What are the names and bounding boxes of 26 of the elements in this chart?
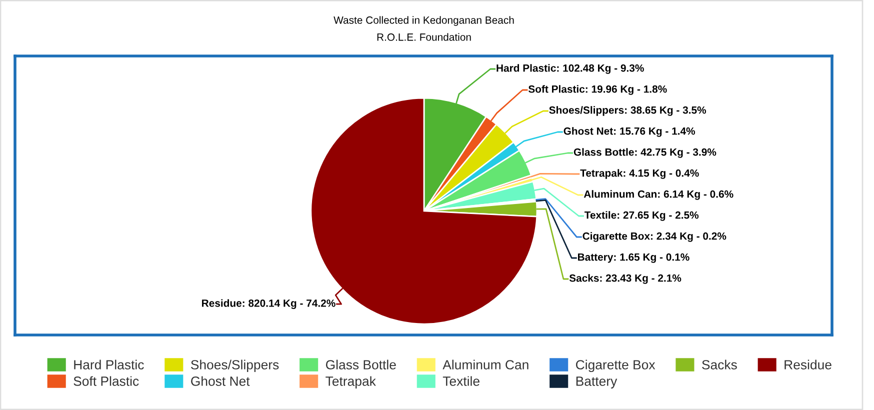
data-label: Sacks: 23.43 Kg - 2.1%: [569, 274, 682, 284]
data-label: Hard Plastic: 102.48 Kg - 9.3%: [496, 64, 644, 74]
data-label: Residue: 820.14 Kg - 74.2%: [202, 299, 336, 309]
legend-label: Ghost Net: [191, 376, 250, 386]
chart-subtitle: R.O.L.E. Foundation: [377, 33, 471, 41]
legend-label: Glass Bottle: [326, 360, 396, 370]
data-label: Tetrapak: 4.15 Kg - 0.4%: [580, 169, 699, 179]
legend-label: Aluminum Can: [442, 360, 528, 370]
data-label: Textile: 27.65 Kg - 2.5%: [584, 211, 699, 221]
legend-label: Soft Plastic: [74, 376, 139, 386]
data-label: Ghost Net: 15.76 Kg - 1.4%: [564, 127, 696, 137]
chart-title: Waste Collected in Kedonganan Beach: [334, 16, 514, 26]
data-label: Battery: 1.65 Kg - 0.1%: [578, 253, 690, 263]
data-label: Glass Bottle: 42.75 Kg - 3.9%: [574, 148, 716, 158]
legend-label: Hard Plastic: [74, 360, 144, 370]
legend-label: Residue: [784, 360, 832, 370]
legend-label: Sacks: [702, 360, 737, 370]
data-label: Shoes/Slippers: 38.65 Kg - 3.5%: [549, 106, 706, 116]
legend-label: Textile: [442, 376, 480, 386]
data-label: Cigarette Box: 2.34 Kg - 0.2%: [582, 232, 726, 242]
data-label: Soft Plastic: 19.96 Kg - 1.8%: [528, 85, 667, 95]
legend-label: Shoes/Slippers: [191, 360, 279, 372]
legend-label: Cigarette Box: [576, 360, 656, 372]
legend-label: Battery: [576, 376, 618, 388]
data-label: Aluminum Can: 6.14 Kg - 0.6%: [584, 190, 734, 200]
legend-label: Tetrapak: [326, 376, 376, 388]
